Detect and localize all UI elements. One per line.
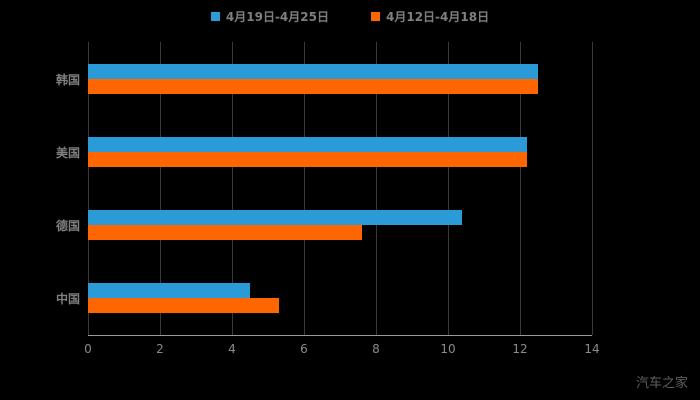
- y-axis-label: 美国: [55, 145, 80, 160]
- bar-orange: [88, 225, 362, 241]
- x-tick-label: 12: [512, 342, 528, 356]
- legend-item-series-1[interactable]: 4月19日-4月25日: [210, 8, 329, 25]
- chart-legend: 4月19日-4月25日 4月12日-4月18日: [0, 8, 700, 25]
- bar-orange: [88, 298, 279, 314]
- watermark: 汽车之家: [635, 376, 688, 391]
- bar-orange: [88, 151, 528, 167]
- gridline: [448, 42, 449, 335]
- bar-blue: [88, 283, 250, 299]
- gridline: [304, 42, 305, 335]
- y-axis-label: 韩国: [55, 72, 80, 87]
- gridline: [88, 42, 89, 335]
- x-tick-label: 8: [372, 342, 380, 356]
- gridline: [232, 42, 233, 335]
- legend-marker-blue-icon: [210, 12, 220, 21]
- legend-marker-orange-icon: [371, 12, 380, 21]
- x-tick-label: 10: [440, 342, 456, 356]
- legend-item-series-2[interactable]: 4月12日-4月18日: [371, 8, 489, 25]
- legend-label-series-2: 4月12日-4月18日: [386, 10, 490, 24]
- bar-blue: [88, 63, 538, 79]
- bar-blue: [88, 136, 528, 152]
- bar-orange: [88, 78, 538, 94]
- y-axis-label: 中国: [55, 292, 80, 307]
- gridline: [160, 42, 161, 335]
- x-tick-label: 2: [156, 342, 164, 356]
- x-tick-label: 4: [228, 342, 236, 356]
- gridline: [592, 42, 593, 335]
- x-tick-label: 6: [300, 342, 308, 356]
- x-tick-label: 14: [584, 342, 600, 356]
- y-axis-label: 德国: [55, 219, 80, 234]
- gridline: [520, 42, 521, 335]
- legend-label-series-1: 4月19日-4月25日: [225, 10, 329, 24]
- bar-blue: [88, 210, 463, 226]
- x-tick-label: 0: [84, 342, 92, 356]
- plot-area: [88, 42, 593, 336]
- gridline: [376, 42, 377, 335]
